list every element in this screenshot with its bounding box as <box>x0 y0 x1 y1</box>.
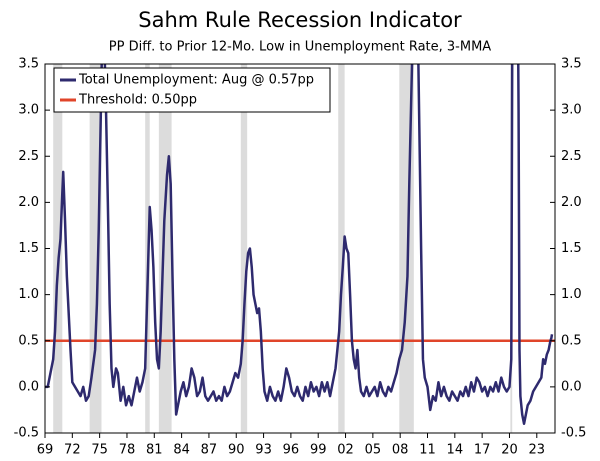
x-tick-label: 78 <box>119 443 136 458</box>
chart-title: Sahm Rule Recession Indicator <box>138 8 462 32</box>
y-tick-label: 3.0 <box>18 103 39 118</box>
y2-tick-label: 2.0 <box>561 195 582 210</box>
legend-label: Total Unemployment: Aug @ 0.57pp <box>78 73 314 88</box>
y2-tick-label: -0.5 <box>561 426 586 441</box>
y-tick-label: 0.0 <box>18 379 39 394</box>
recession-band <box>338 64 345 433</box>
x-tick-label: 02 <box>337 443 354 458</box>
x-tick-label: 08 <box>392 443 409 458</box>
x-tick-label: 11 <box>419 443 436 458</box>
y2-tick-label: 3.5 <box>561 57 582 72</box>
x-tick-label: 99 <box>310 443 327 458</box>
recession-band <box>89 64 102 433</box>
x-tick-label: 14 <box>447 443 464 458</box>
x-tick-label: 20 <box>501 443 518 458</box>
axes-layer: -0.5 0.0 0.5 1.0 1.5 2.0 2.5 3.0 3.5 -0.5 0.0 0.5 1.… <box>14 57 587 458</box>
y-tick-label: 3.5 <box>18 57 39 72</box>
x-tick-label: 23 <box>529 443 546 458</box>
y-tick-label: 0.5 <box>18 333 39 348</box>
x-tick-label: 05 <box>365 443 382 458</box>
recession-layer <box>53 64 513 433</box>
y-tick-label: 1.0 <box>18 287 39 302</box>
y2-tick-label: 1.0 <box>561 287 582 302</box>
plot-frame <box>44 63 556 434</box>
series-line <box>45 64 554 426</box>
x-tick-label: 81 <box>146 443 163 458</box>
x-tick-label: 93 <box>255 443 272 458</box>
x-tick-label: 75 <box>91 443 108 458</box>
y2-tick-label: 1.5 <box>561 241 582 256</box>
x-tick-label: 69 <box>37 443 54 458</box>
x-tick-label: 87 <box>201 443 218 458</box>
y-tick-label: 2.0 <box>18 195 39 210</box>
x-tick-label: 17 <box>474 443 491 458</box>
x-tick-label: 96 <box>283 443 300 458</box>
legend-label: Threshold: 0.50pp <box>78 93 197 108</box>
y2-tick-label: 3.0 <box>561 103 582 118</box>
y2-tick-label: 0.0 <box>561 379 582 394</box>
y-tick-label: 2.5 <box>18 149 39 164</box>
x-tick-label: 84 <box>173 443 190 458</box>
y2-tick-label: 0.5 <box>561 333 582 348</box>
chart-subtitle: PP Diff. to Prior 12-Mo. Low in Unemploy… <box>109 40 492 55</box>
legend-box <box>53 67 331 113</box>
x-tick-label: 90 <box>228 443 245 458</box>
x-tick-label: 72 <box>64 443 81 458</box>
recession-band <box>158 64 172 433</box>
line-layer <box>45 64 555 426</box>
y2-tick-label: 2.5 <box>561 149 582 164</box>
y-tick-label: 1.5 <box>18 241 39 256</box>
recession-band <box>240 64 248 433</box>
y-tick-label: -0.5 <box>14 426 39 441</box>
recession-band <box>53 64 63 433</box>
